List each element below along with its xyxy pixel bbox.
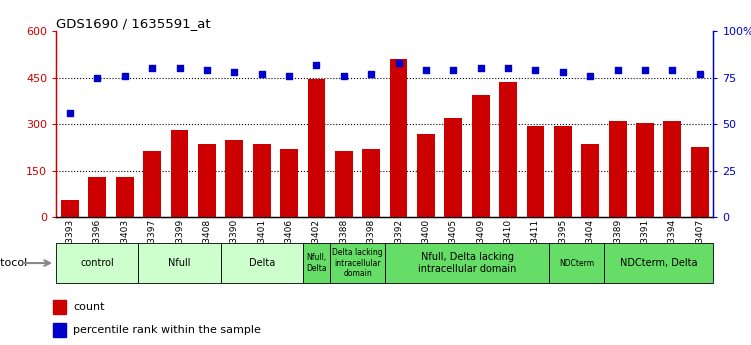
Bar xyxy=(280,149,298,217)
Point xyxy=(64,110,76,116)
Bar xyxy=(221,243,303,283)
Bar xyxy=(308,79,325,217)
Point xyxy=(556,69,569,75)
Text: control: control xyxy=(80,258,114,268)
Bar xyxy=(609,121,626,217)
Bar xyxy=(362,149,380,217)
Point xyxy=(146,66,158,71)
Text: GDS1690 / 1635591_at: GDS1690 / 1635591_at xyxy=(56,17,211,30)
Point xyxy=(475,66,487,71)
Text: count: count xyxy=(74,302,104,312)
Point xyxy=(584,73,596,79)
Point xyxy=(694,71,706,77)
Point xyxy=(611,67,623,73)
Point xyxy=(255,71,267,77)
Point xyxy=(283,73,295,79)
Bar xyxy=(170,130,189,217)
Bar xyxy=(53,300,66,314)
Bar xyxy=(253,144,270,217)
Bar xyxy=(143,150,161,217)
Point xyxy=(502,66,514,71)
Bar xyxy=(691,148,709,217)
Bar xyxy=(663,121,681,217)
Bar xyxy=(335,150,353,217)
Point xyxy=(310,62,322,67)
Bar xyxy=(56,243,138,283)
Text: Delta: Delta xyxy=(249,258,275,268)
Text: Nfull: Nfull xyxy=(168,258,191,268)
Point xyxy=(393,60,405,66)
Bar xyxy=(385,243,549,283)
Bar xyxy=(549,243,604,283)
Bar xyxy=(390,59,408,217)
Bar xyxy=(554,126,572,217)
Bar xyxy=(89,177,107,217)
Bar xyxy=(581,144,599,217)
Bar xyxy=(225,140,243,217)
Bar xyxy=(445,118,462,217)
Point xyxy=(365,71,377,77)
Bar xyxy=(138,243,221,283)
Bar xyxy=(303,243,330,283)
Text: percentile rank within the sample: percentile rank within the sample xyxy=(74,325,261,335)
Bar xyxy=(61,200,79,217)
Bar xyxy=(417,134,435,217)
Bar xyxy=(330,243,385,283)
Bar xyxy=(499,82,517,217)
Point xyxy=(338,73,350,79)
Text: NDCterm: NDCterm xyxy=(559,258,594,268)
Bar xyxy=(636,122,654,217)
Point xyxy=(666,67,678,73)
Bar xyxy=(116,177,134,217)
Point xyxy=(201,67,213,73)
Text: protocol: protocol xyxy=(0,258,28,268)
Text: Delta lacking
intracellular
domain: Delta lacking intracellular domain xyxy=(332,248,383,278)
Bar xyxy=(198,144,216,217)
Text: Nfull,
Delta: Nfull, Delta xyxy=(306,253,327,273)
Point xyxy=(173,66,185,71)
Bar xyxy=(472,95,490,217)
Text: NDCterm, Delta: NDCterm, Delta xyxy=(620,258,698,268)
Bar xyxy=(526,126,544,217)
Point xyxy=(639,67,651,73)
Point xyxy=(228,69,240,75)
Text: Nfull, Delta lacking
intracellular domain: Nfull, Delta lacking intracellular domai… xyxy=(418,252,516,274)
Point xyxy=(92,75,104,80)
Bar xyxy=(53,323,66,337)
Point xyxy=(119,73,131,79)
Point xyxy=(420,67,432,73)
Point xyxy=(529,67,541,73)
Bar xyxy=(604,243,713,283)
Point xyxy=(448,67,460,73)
